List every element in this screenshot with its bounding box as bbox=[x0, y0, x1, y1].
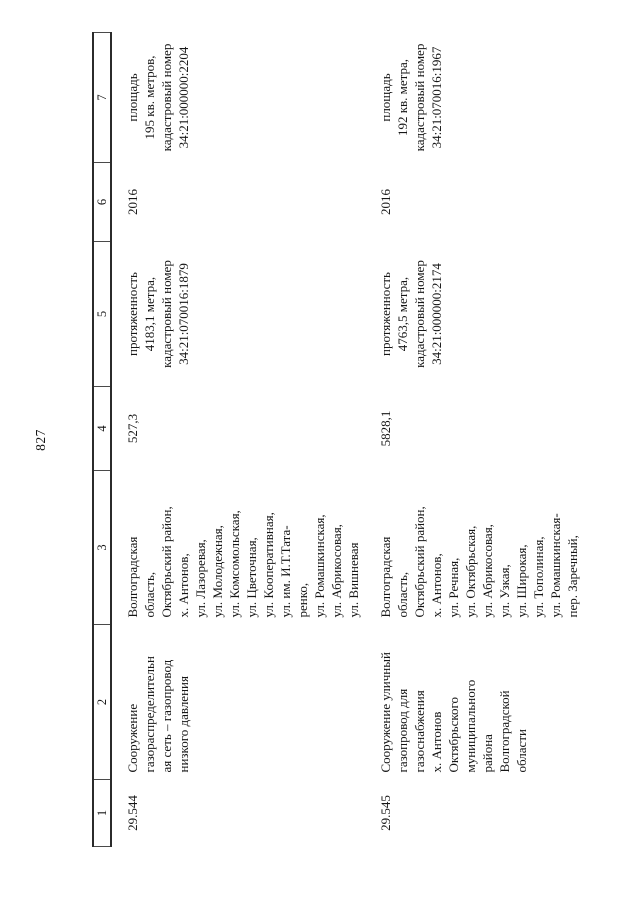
table-row-29544: 29.544 Сооружение газораспределительн ая… bbox=[111, 33, 365, 847]
header-col-4: 4 bbox=[93, 386, 111, 471]
row-29545-object-name: Сооружение уличный газопровод для газосн… bbox=[378, 652, 529, 773]
row-29545-length: 5828,1 bbox=[378, 410, 393, 447]
row-29545-year: 2016 bbox=[378, 189, 393, 215]
header-col-7: 7 bbox=[93, 32, 111, 163]
registry-table: 1 2 3 4 5 6 7 29.544 Сооружение газорасп… bbox=[92, 32, 615, 847]
header-col-6: 6 bbox=[93, 162, 111, 242]
header-col-1: 1 bbox=[93, 779, 111, 847]
row-29545-cadastral-details: протяженность 4763,5 метра, кадастровый … bbox=[378, 260, 444, 368]
row-29544-number: 29.544 bbox=[125, 795, 140, 831]
row-29544-year: 2016 bbox=[125, 189, 140, 215]
row-29545-area-details: площадь 192 кв. метра, кадастровый номер… bbox=[378, 43, 444, 152]
row-29544-area-details: площадь 195 кв. метров, кадастровый номе… bbox=[125, 43, 191, 152]
row-29544-object-name: Сооружение газораспределительн ая сеть –… bbox=[125, 656, 191, 773]
table-header-row: 1 2 3 4 5 6 7 bbox=[93, 32, 111, 847]
row-29544-length: 527,3 bbox=[125, 413, 140, 444]
page-number: 827 bbox=[33, 429, 48, 451]
table-row-29545: 29.545 Сооружение уличный газопровод для… bbox=[365, 33, 615, 847]
header-col-3: 3 bbox=[93, 470, 111, 625]
header-col-5: 5 bbox=[93, 241, 111, 387]
row-29544-cadastral-details: протяженность 4183,1 метра, кадастровый … bbox=[125, 260, 191, 368]
header-col-2: 2 bbox=[93, 624, 111, 780]
row-29544-location: Волгоградская область, Октябрьский район… bbox=[125, 506, 361, 618]
row-29545-location: Волгоградская область, Октябрьский район… bbox=[378, 506, 580, 618]
row-29545-number: 29.545 bbox=[378, 795, 393, 831]
